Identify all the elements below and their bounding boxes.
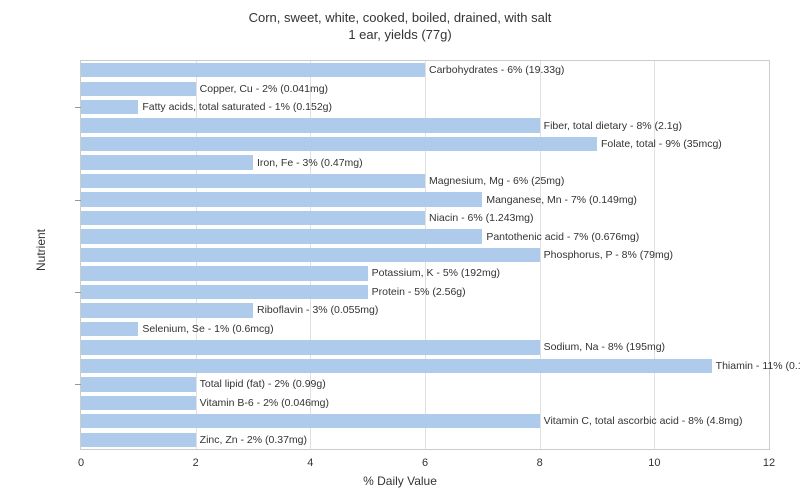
bar-label: Niacin - 6% (1.243mg)	[425, 211, 533, 225]
bar-row: Protein - 5% (2.56g)	[81, 285, 769, 299]
nutrient-bar	[81, 174, 425, 188]
x-tick-label: 10	[648, 457, 660, 469]
bar-row: Copper, Cu - 2% (0.041mg)	[81, 82, 769, 96]
chart-title-line1: Corn, sweet, white, cooked, boiled, drai…	[10, 10, 790, 27]
bar-label: Fatty acids, total saturated - 1% (0.152…	[138, 100, 332, 114]
bar-row: Riboflavin - 3% (0.055mg)	[81, 303, 769, 317]
bar-row: Total lipid (fat) - 2% (0.99g)	[81, 377, 769, 391]
bar-label: Total lipid (fat) - 2% (0.99g)	[196, 377, 326, 391]
bar-label: Sodium, Na - 8% (195mg)	[540, 340, 665, 354]
nutrient-bar	[81, 377, 196, 391]
bar-row: Iron, Fe - 3% (0.47mg)	[81, 155, 769, 169]
bar-row: Carbohydrates - 6% (19.33g)	[81, 63, 769, 77]
bar-label: Fiber, total dietary - 8% (2.1g)	[540, 118, 682, 132]
bar-label: Vitamin B-6 - 2% (0.046mg)	[196, 396, 329, 410]
y-tick-mark	[75, 107, 81, 108]
nutrient-bar	[81, 82, 196, 96]
bar-row: Phosphorus, P - 8% (79mg)	[81, 248, 769, 262]
nutrient-bar	[81, 155, 253, 169]
bar-row: Potassium, K - 5% (192mg)	[81, 266, 769, 280]
nutrient-bar	[81, 359, 712, 373]
x-tick-label: 0	[78, 457, 84, 469]
bar-label: Carbohydrates - 6% (19.33g)	[425, 63, 564, 77]
nutrient-bar	[81, 433, 196, 447]
nutrient-bar	[81, 396, 196, 410]
bar-label: Magnesium, Mg - 6% (25mg)	[425, 174, 564, 188]
bar-row: Niacin - 6% (1.243mg)	[81, 211, 769, 225]
x-tick-label: 6	[422, 457, 428, 469]
nutrient-bar	[81, 248, 540, 262]
bar-label: Thiamin - 11% (0.166mg)	[712, 359, 800, 373]
y-tick-mark	[75, 200, 81, 201]
bar-row: Zinc, Zn - 2% (0.37mg)	[81, 433, 769, 447]
bar-row: Vitamin C, total ascorbic acid - 8% (4.8…	[81, 414, 769, 428]
nutrient-bar	[81, 414, 540, 428]
chart-title-line2: 1 ear, yields (77g)	[10, 27, 790, 44]
bar-row: Selenium, Se - 1% (0.6mcg)	[81, 322, 769, 336]
bar-label: Vitamin C, total ascorbic acid - 8% (4.8…	[540, 414, 743, 428]
nutrient-bar	[81, 63, 425, 77]
x-tick-label: 8	[537, 457, 543, 469]
bar-row: Thiamin - 11% (0.166mg)	[81, 359, 769, 373]
bar-row: Fiber, total dietary - 8% (2.1g)	[81, 118, 769, 132]
y-tick-mark	[75, 384, 81, 385]
bar-label: Potassium, K - 5% (192mg)	[368, 266, 500, 280]
bar-row: Vitamin B-6 - 2% (0.046mg)	[81, 396, 769, 410]
bar-label: Iron, Fe - 3% (0.47mg)	[253, 155, 363, 169]
bar-row: Manganese, Mn - 7% (0.149mg)	[81, 192, 769, 206]
nutrient-bar	[81, 192, 482, 206]
chart-title: Corn, sweet, white, cooked, boiled, drai…	[10, 10, 790, 44]
x-tick-label: 12	[763, 457, 775, 469]
x-axis-label: % Daily Value	[363, 474, 437, 488]
nutrient-bar	[81, 137, 597, 151]
nutrient-bar	[81, 118, 540, 132]
y-tick-mark	[75, 292, 81, 293]
nutrient-bar	[81, 266, 368, 280]
bar-label: Pantothenic acid - 7% (0.676mg)	[482, 229, 639, 243]
bar-row: Fatty acids, total saturated - 1% (0.152…	[81, 100, 769, 114]
bar-row: Sodium, Na - 8% (195mg)	[81, 340, 769, 354]
bar-row: Pantothenic acid - 7% (0.676mg)	[81, 229, 769, 243]
bar-label: Zinc, Zn - 2% (0.37mg)	[196, 433, 307, 447]
bar-label: Copper, Cu - 2% (0.041mg)	[196, 82, 328, 96]
plot-area: 024681012Carbohydrates - 6% (19.33g)Copp…	[80, 60, 770, 450]
bar-row: Folate, total - 9% (35mcg)	[81, 137, 769, 151]
nutrient-bar	[81, 285, 368, 299]
bar-label: Selenium, Se - 1% (0.6mcg)	[138, 322, 273, 336]
bar-label: Folate, total - 9% (35mcg)	[597, 137, 722, 151]
bar-label: Riboflavin - 3% (0.055mg)	[253, 303, 378, 317]
nutrient-bar	[81, 100, 138, 114]
bar-row: Magnesium, Mg - 6% (25mg)	[81, 174, 769, 188]
x-tick-label: 2	[193, 457, 199, 469]
x-tick-label: 4	[307, 457, 313, 469]
nutrient-bar	[81, 340, 540, 354]
y-axis-label: Nutrient	[34, 229, 48, 271]
bar-label: Manganese, Mn - 7% (0.149mg)	[482, 192, 637, 206]
nutrient-bar	[81, 322, 138, 336]
nutrient-bar	[81, 211, 425, 225]
bar-label: Phosphorus, P - 8% (79mg)	[540, 248, 673, 262]
nutrient-bar	[81, 303, 253, 317]
nutrient-chart: Corn, sweet, white, cooked, boiled, drai…	[10, 10, 790, 490]
bar-label: Protein - 5% (2.56g)	[368, 285, 466, 299]
nutrient-bar	[81, 229, 482, 243]
